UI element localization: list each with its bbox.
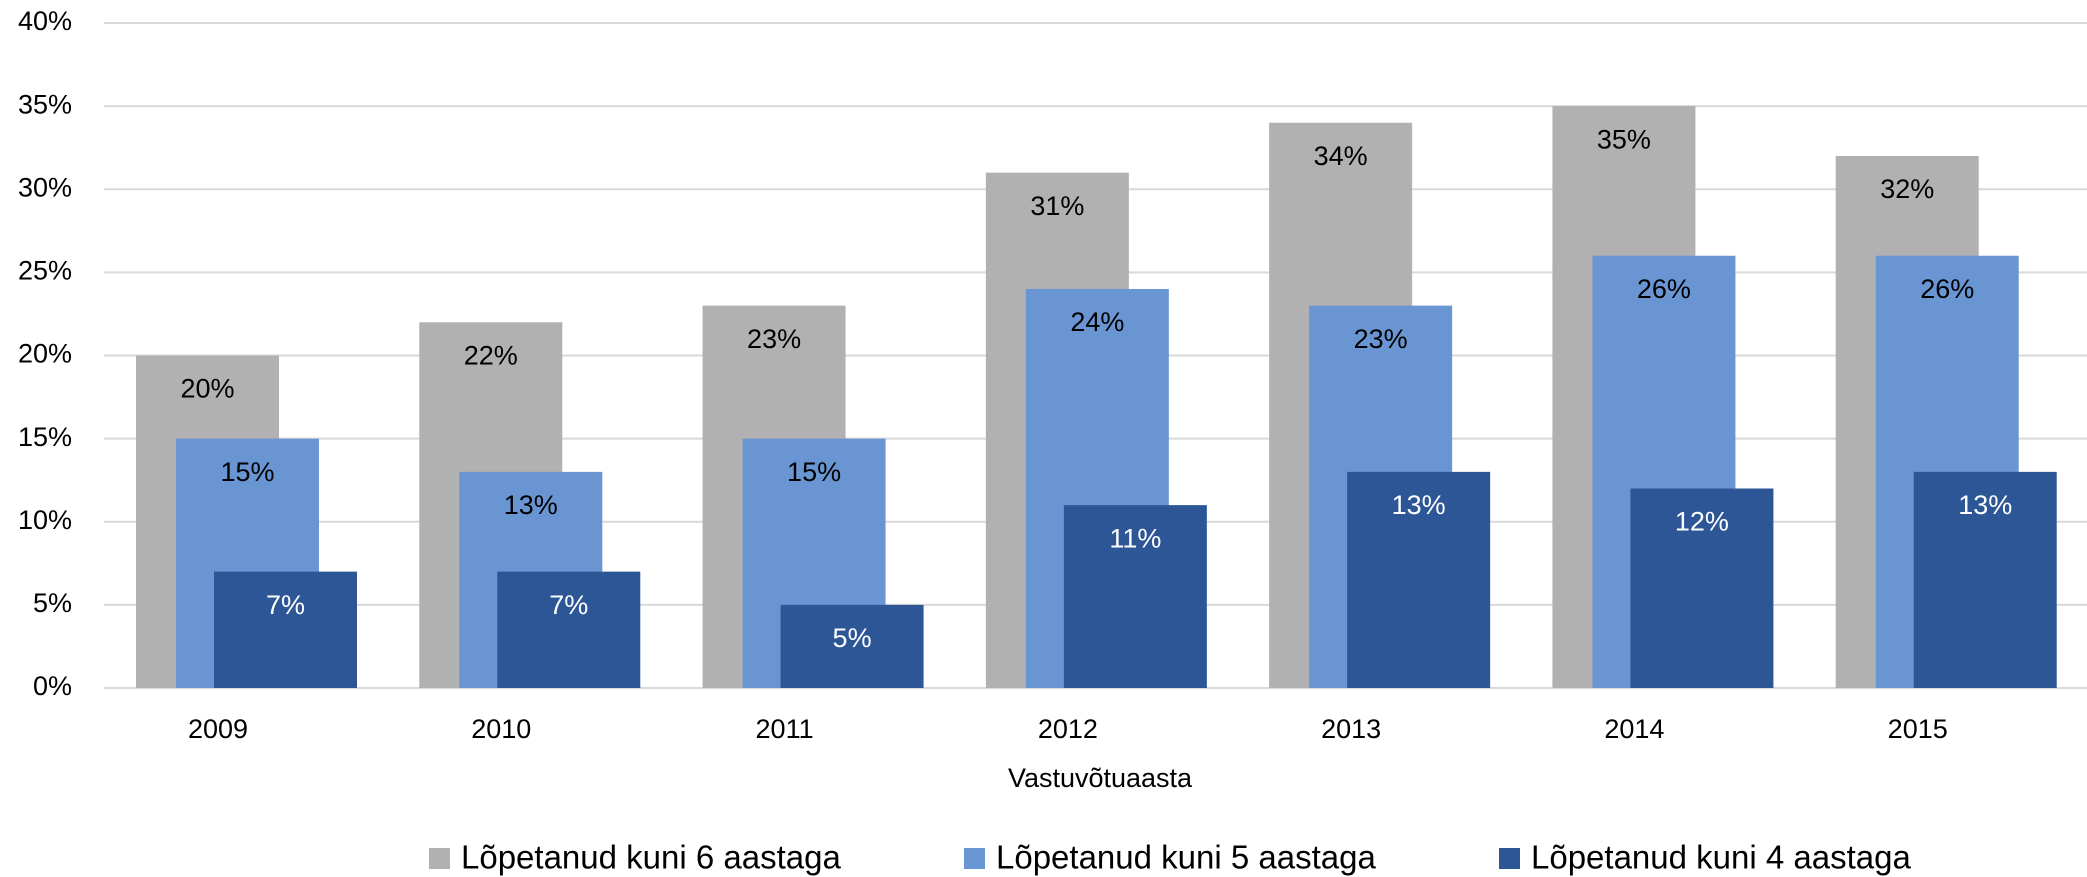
- data-label: 12%: [1675, 507, 1729, 537]
- data-label: 24%: [1070, 307, 1124, 337]
- data-label: 11%: [1109, 523, 1161, 553]
- legend-label: Lõpetanud kuni 6 aastaga: [461, 839, 841, 876]
- x-tick-label: 2010: [471, 714, 531, 744]
- x-tick-label: 2015: [1888, 714, 1948, 744]
- bar: [1063, 505, 1207, 688]
- legend-swatch: [1499, 848, 1520, 869]
- data-label: 31%: [1030, 191, 1084, 221]
- legend-swatch: [429, 848, 450, 869]
- y-tick-label: 25%: [18, 256, 72, 286]
- x-tick-label: 2013: [1321, 714, 1381, 744]
- data-label: 15%: [220, 457, 274, 487]
- legend: Lõpetanud kuni 6 aastaga Lõpetanud kuni 5…: [429, 839, 1911, 876]
- y-tick-label: 10%: [18, 505, 72, 535]
- data-label: 13%: [504, 490, 558, 520]
- y-tick-label: 20%: [18, 339, 72, 369]
- legend-label: Lõpetanud kuni 5 aastaga: [996, 839, 1376, 876]
- data-label: 22%: [464, 340, 518, 370]
- bar: [1347, 471, 1491, 688]
- y-tick-label: 15%: [18, 422, 72, 452]
- bar: [780, 604, 924, 688]
- data-label: 15%: [787, 457, 841, 487]
- x-tick-label: 2012: [1038, 714, 1098, 744]
- legend-swatch: [964, 848, 985, 869]
- data-label: 20%: [180, 374, 234, 404]
- data-label: 23%: [1354, 324, 1408, 354]
- bar: [1630, 488, 1774, 688]
- x-tick-label: 2014: [1604, 714, 1664, 744]
- y-tick-label: 5%: [33, 588, 72, 618]
- y-tick-label: 0%: [33, 671, 72, 701]
- data-label: 13%: [1392, 490, 1446, 520]
- data-label: 35%: [1597, 124, 1651, 154]
- data-label: 26%: [1920, 274, 1974, 304]
- bar: [214, 571, 357, 688]
- bar: [1913, 471, 2057, 688]
- y-tick-label: 40%: [18, 6, 72, 36]
- bar: [497, 571, 641, 688]
- y-tick-label: 30%: [18, 172, 72, 202]
- x-tick-label: 2011: [756, 714, 814, 744]
- y-tick-label: 35%: [18, 89, 72, 119]
- data-label: 26%: [1637, 274, 1691, 304]
- data-label: 34%: [1314, 141, 1368, 171]
- x-tick-label: 2009: [188, 714, 248, 744]
- x-axis-title: Vastuvõtuaasta: [1008, 763, 1193, 793]
- data-label: 23%: [747, 324, 801, 354]
- data-label: 13%: [1958, 490, 2012, 520]
- data-label: 5%: [833, 623, 872, 653]
- data-label: 7%: [549, 590, 588, 620]
- legend-label: Lõpetanud kuni 4 aastaga: [1531, 839, 1911, 876]
- data-label: 32%: [1880, 174, 1934, 204]
- data-label: 7%: [266, 590, 305, 620]
